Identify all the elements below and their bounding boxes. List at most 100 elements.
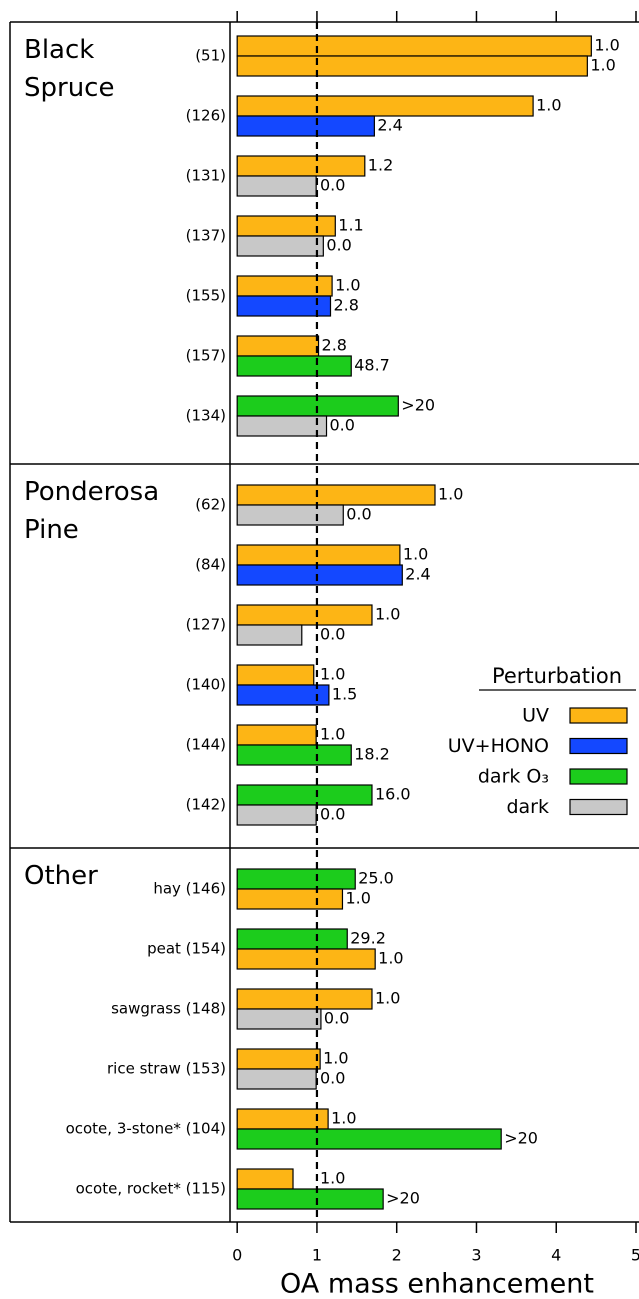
- bar: [236, 415, 328, 437]
- bar: [236, 295, 332, 317]
- bar: [236, 1048, 321, 1070]
- category-label: ocote, rocket* (115): [76, 1180, 226, 1198]
- category-label: peat (154): [147, 940, 226, 958]
- bar-note: 1.1: [338, 216, 363, 235]
- bar: [236, 335, 320, 357]
- bar: [236, 684, 330, 706]
- group-label-line: Other: [24, 861, 98, 891]
- bar: [236, 1008, 322, 1030]
- bar-note: 0.0: [320, 176, 345, 195]
- category-label: (134): [186, 407, 226, 425]
- bar: [236, 888, 344, 910]
- bar-note: 25.0: [358, 869, 394, 888]
- bar: [236, 624, 303, 646]
- bar-note: 0.0: [320, 625, 345, 644]
- bar-note: 1.0: [378, 949, 403, 968]
- bar-note: 48.7: [354, 356, 390, 375]
- legend-swatch: [569, 798, 628, 816]
- bar: [236, 784, 373, 806]
- bar-note: 1.0: [335, 276, 360, 295]
- category-label: (137): [186, 227, 226, 245]
- bar: [236, 175, 317, 197]
- bar-note: 2.8: [334, 296, 359, 315]
- bar: [236, 155, 366, 177]
- bar: [236, 355, 352, 377]
- bar: [236, 115, 375, 137]
- category-label: (126): [186, 107, 226, 125]
- category-label: (131): [186, 167, 226, 185]
- bar: [236, 868, 356, 890]
- bar-note: 16.0: [375, 785, 411, 804]
- bar: [236, 804, 317, 826]
- bar-note: >20: [504, 1129, 538, 1148]
- bar: [236, 215, 336, 237]
- bar: [236, 564, 403, 586]
- bar: [236, 744, 352, 766]
- bar: [236, 1108, 329, 1130]
- category-label: (140): [186, 676, 226, 694]
- bar: [236, 1168, 294, 1190]
- category-label: (62): [195, 496, 226, 514]
- bar-note: 1.0: [438, 485, 463, 504]
- bar: [236, 55, 588, 77]
- group-label: Black Spruce: [24, 35, 114, 103]
- bar-note: 29.2: [350, 929, 386, 948]
- legend-label: UV+HONO: [448, 735, 549, 757]
- bar-note: 1.0: [320, 1169, 345, 1188]
- bar-note: 1.0: [536, 96, 561, 115]
- legend-title: Perturbation: [492, 664, 622, 688]
- bar: [236, 484, 436, 506]
- group-label-line: Spruce: [24, 73, 114, 103]
- category-label: hay (146): [153, 880, 226, 898]
- x-tick-label: 2: [392, 1246, 402, 1265]
- category-label: (142): [186, 796, 226, 814]
- x-tick-label: 5: [631, 1246, 639, 1265]
- bar-note: 0.0: [320, 1069, 345, 1088]
- bar: [236, 1188, 384, 1210]
- bar-note: 0.0: [330, 416, 355, 435]
- category-label: (127): [186, 616, 226, 634]
- category-label: rice straw (153): [107, 1060, 226, 1078]
- group-label: Other: [24, 861, 98, 891]
- bar: [236, 604, 373, 626]
- legend-swatch: [569, 707, 628, 724]
- category-label: (84): [195, 556, 226, 574]
- bar: [236, 544, 401, 566]
- bar-note: 0.0: [326, 236, 351, 255]
- bar: [236, 948, 376, 970]
- category-label: ocote, 3-stone* (104): [66, 1120, 226, 1138]
- group-label-line: Pine: [24, 515, 79, 545]
- bar-note: 0.0: [320, 805, 345, 824]
- bar-note: 0.0: [346, 505, 371, 524]
- x-tick-label: 4: [551, 1246, 561, 1265]
- category-label: (144): [186, 736, 226, 754]
- bar-note: 1.0: [375, 605, 400, 624]
- x-tick-label: 3: [471, 1246, 481, 1265]
- bar: [236, 504, 344, 526]
- bar-note: 1.2: [368, 156, 393, 175]
- bar-note: 2.8: [322, 336, 347, 355]
- bar-note: 1.0: [345, 889, 370, 908]
- bar-note: 18.2: [354, 745, 390, 764]
- bar-note: 1.0: [403, 545, 428, 564]
- bar: [236, 988, 373, 1010]
- x-tick-label: 1: [312, 1246, 322, 1265]
- group-label: Ponderosa Pine: [24, 477, 159, 545]
- bar: [236, 724, 317, 746]
- bar-note: 1.0: [323, 1049, 348, 1068]
- bar: [236, 664, 315, 686]
- bar-note: 0.0: [324, 1009, 349, 1028]
- bar-note: 1.0: [320, 725, 345, 744]
- bar: [236, 1068, 317, 1090]
- bar-note: 1.5: [332, 685, 357, 704]
- group-label-line: Black: [24, 35, 94, 65]
- bar-note: >20: [386, 1189, 420, 1208]
- legend-swatch: [569, 768, 628, 785]
- bar: [236, 95, 534, 117]
- category-label: sawgrass (148): [111, 1000, 226, 1018]
- x-axis-title: OA mass enhancement: [280, 1269, 594, 1299]
- legend-label: dark: [506, 796, 549, 818]
- bar: [236, 928, 348, 950]
- legend-swatch: [569, 737, 628, 755]
